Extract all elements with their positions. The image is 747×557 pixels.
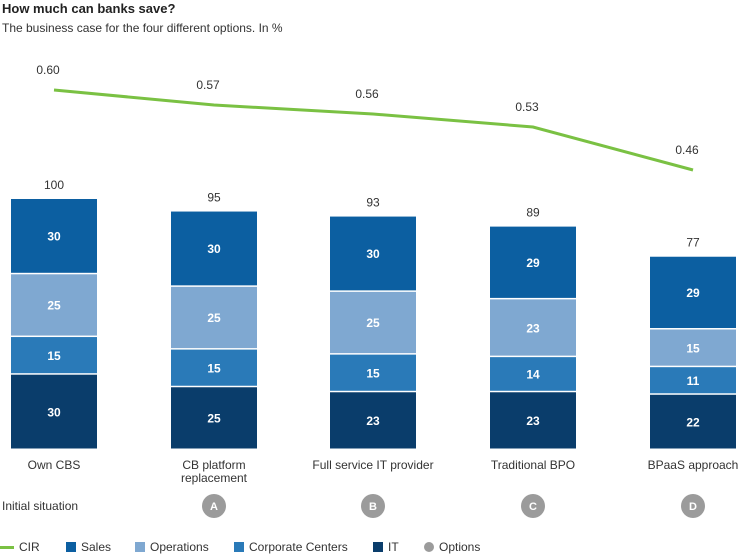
chart-subtitle: The business case for the four different… [2,21,283,35]
segment-value-label: 30 [47,405,61,419]
segment-value-label: 14 [526,368,540,382]
bar-segment-it [330,392,416,449]
segment-value-label: 30 [207,242,221,256]
chart-svg: 30 15 25 30 100 Own CBS 25 15 25 30 95 CB platformr… [2,63,739,518]
cir-value-label: 0.60 [36,63,60,77]
category-label: Own CBS [28,458,81,472]
legend-item-options: Options [424,540,480,554]
chart-title: How much can banks save? [2,1,176,16]
legend-swatch [424,542,434,552]
legend-item-sales: Sales [66,540,111,554]
bar-total-label: 89 [526,206,540,220]
segment-value-label: 30 [47,230,61,244]
bar-segment-sales [171,211,257,286]
bar-total-label: 93 [366,196,380,210]
option-badge-circle [681,494,705,518]
legend-item-it: IT [373,540,399,554]
legend-swatch [135,542,145,552]
segment-value-label: 25 [207,311,221,325]
option-badge-letter: A [210,501,218,513]
bar-segment-it [11,374,97,449]
bar-segment-operations [650,329,736,366]
option-badge-letter: D [689,501,697,513]
cir-line [53,88,694,172]
bar-segment-sales [490,226,576,298]
bar-segment-sales [330,216,416,291]
initial-situation-label: Initial situation [2,499,78,513]
bar-total-label: 95 [207,191,221,205]
category-label: replacement [181,471,248,485]
legend-label: Sales [81,540,112,554]
segment-value-label: 25 [47,299,61,313]
segment-value-label: 15 [686,341,700,355]
cir-value-label: 0.53 [515,100,539,114]
segment-value-label: 22 [686,415,700,429]
bar-total-label: 100 [44,178,64,192]
legend-label: CIR [19,540,40,554]
bar-segment-sales [11,199,97,273]
legend-item-cir: CIR [0,540,40,554]
legend-swatch [234,542,244,552]
legend-item-operations: Operations [135,540,209,554]
bar-segment-it [490,392,576,449]
option-badge-circle [202,494,226,518]
segment-value-label: 23 [526,321,540,335]
bar-segment-operations [171,286,257,349]
cir-value-label: 0.56 [355,87,379,101]
option-badge-letter: C [529,501,537,513]
legend-label: IT [388,540,399,554]
segment-value-label: 29 [526,256,540,270]
bar-segment-corporate-centers [11,337,97,374]
segment-value-label: 23 [526,414,540,428]
bar-segment-corporate-centers [490,357,576,391]
legend-label: Operations [150,540,209,554]
segment-value-label: 11 [687,374,700,388]
segment-value-label: 15 [47,349,61,363]
cir-value-label: 0.46 [675,143,699,157]
segment-value-label: 15 [366,366,380,380]
legend-swatch [0,545,14,549]
option-badge-circle [521,494,545,518]
legend-label: Options [439,540,481,554]
bar-segment-operations [330,291,416,354]
legend-label: Corporate Centers [249,540,348,554]
legend-item-corporate-centers: Corporate Centers [234,540,348,554]
category-label: CB platform [182,458,245,472]
segment-value-label: 15 [207,361,221,375]
segment-value-label: 29 [686,286,700,300]
segment-value-label: 23 [366,414,380,428]
option-badge-letter: B [369,501,377,513]
segment-value-label: 25 [366,316,380,330]
bar-segment-it [171,387,257,449]
option-badge-circle [361,494,385,518]
bar-segment-operations [490,299,576,356]
legend-swatch [66,542,76,552]
bar-total-label: 77 [686,236,700,250]
category-label: Full service IT provider [312,458,433,472]
bar-segment-corporate-centers [650,367,736,394]
segment-value-label: 25 [207,412,221,426]
bar-segment-corporate-centers [171,349,257,386]
category-label: Traditional BPO [491,458,575,472]
bar-segment-corporate-centers [330,354,416,391]
bar-segment-operations [11,274,97,336]
segment-value-label: 30 [366,247,380,261]
cir-value-label: 0.57 [196,78,220,92]
bar-segment-sales [650,256,736,329]
category-label: BPaaS approach [648,458,739,472]
legend-swatch [373,542,383,552]
bar-segment-it [650,394,736,449]
